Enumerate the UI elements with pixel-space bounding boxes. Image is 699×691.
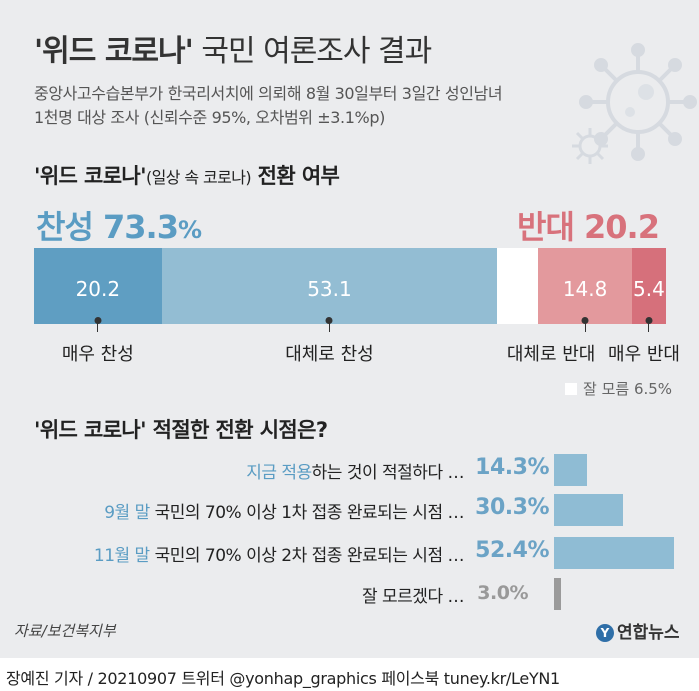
subtitle-line-1: 중앙사고수습본부가 한국리서치에 의뢰해 8월 30일부터 3일간 성인남녀 xyxy=(34,84,503,103)
oppose-total: 반대 20.2 xyxy=(517,208,660,246)
footer: 장예진 기자 / 20210907 트위터 @yonhap_graphics 페… xyxy=(0,658,699,691)
segment-value-label: 53.1 xyxy=(307,277,352,301)
segment-value-label: 20.2 xyxy=(75,277,121,301)
stack-segment xyxy=(631,248,666,324)
category-label: 매우 찬성 xyxy=(61,344,134,365)
segment-value-label: 5.4 xyxy=(633,277,665,301)
segment-tick xyxy=(648,320,650,332)
timing-value-label: 52.4% xyxy=(475,538,549,563)
timing-option-label: 11월 말 국민의 70% 이상 2차 접종 완료되는 시점 … xyxy=(93,546,465,566)
stack-segment xyxy=(497,248,539,324)
section1-title: '위드 코로나'(일상 속 코로나) 전환 여부 xyxy=(34,164,340,188)
category-label: 매우 반대 xyxy=(608,344,680,365)
source-note: 자료/보건복지부 xyxy=(14,622,116,640)
subtitle-line-2: 1천명 대상 조사 (신뢰수준 95%, 오차범위 ±3.1%p) xyxy=(34,108,385,127)
segment-tick xyxy=(584,320,586,332)
category-label: 대체로 찬성 xyxy=(285,344,374,365)
virus-icon xyxy=(579,43,697,161)
dont-know-legend: 잘 모름 6.5% xyxy=(565,378,672,399)
stack-segment xyxy=(161,248,498,324)
page-title: '위드 코로나' 국민 여론조사 결과 xyxy=(34,34,432,69)
stack-segment xyxy=(538,248,632,324)
timing-option-label: 9월 말 국민의 70% 이상 1차 접종 완료되는 시점 … xyxy=(104,503,464,523)
section2-title: '위드 코로나' 적절한 전환 시점은? xyxy=(34,418,328,442)
logo-mark-icon: Y xyxy=(596,624,614,642)
timing-bar xyxy=(554,537,674,569)
segment-value-label: 14.8 xyxy=(562,277,608,301)
legend-swatch xyxy=(565,383,577,395)
timing-option-label: 지금 적용하는 것이 적절하다 … xyxy=(246,463,464,483)
segment-tick xyxy=(328,320,330,332)
timing-bar xyxy=(554,454,587,486)
infographic-card: '위드 코로나' 국민 여론조사 결과 중앙사고수습본부가 한국리서치에 의뢰해… xyxy=(0,0,699,658)
timing-value-label: 3.0% xyxy=(477,582,528,604)
timing-bar xyxy=(554,494,624,526)
footer-credit: 장예진 기자 / 20210907 트위터 @yonhap_graphics 페… xyxy=(6,669,560,688)
timing-value-label: 30.3% xyxy=(475,495,549,520)
yonhap-logo: Y 연합뉴스 xyxy=(596,618,680,643)
agree-total: 찬성 73.3% xyxy=(36,208,202,246)
timing-value-label: 14.3% xyxy=(475,455,549,480)
small-virus-icon xyxy=(572,128,608,164)
segment-tick xyxy=(97,320,99,332)
timing-option-label: 잘 모르겠다 … xyxy=(361,587,465,607)
timing-bar xyxy=(554,578,561,610)
category-label: 대체로 반대 xyxy=(506,344,596,365)
stack-segment xyxy=(34,248,162,324)
